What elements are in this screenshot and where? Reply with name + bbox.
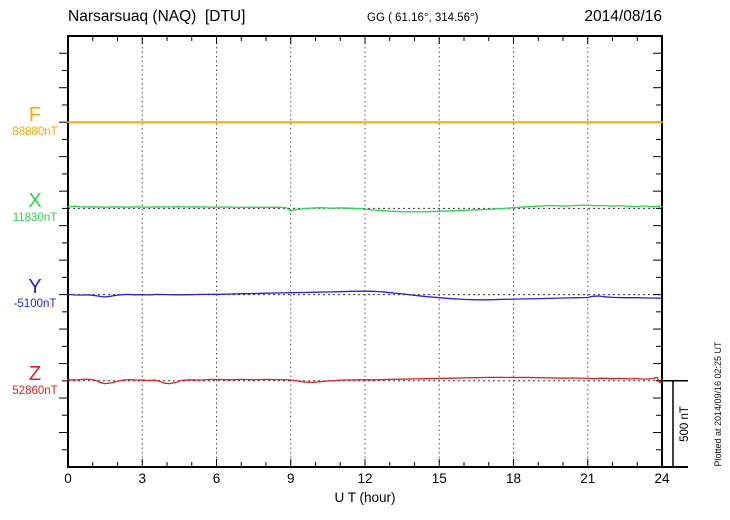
trace-label-Y: Y -5100nT — [4, 276, 66, 310]
plot-frame — [67, 35, 663, 468]
x-tick-label: 0 — [64, 471, 72, 486]
trace-baseline-value-Z: 52860nT — [12, 385, 58, 397]
trace-Z — [67, 376, 663, 385]
x-tick-label: 9 — [286, 471, 295, 486]
x-tick-label: 3 — [138, 471, 146, 486]
trace-baseline-value-F: 88880nT — [12, 126, 58, 138]
trace-letter-Z: Z — [28, 363, 42, 385]
x-tick-label: 21 — [580, 471, 596, 486]
trace-letter-F: F — [28, 104, 42, 126]
trace-letter-X: X — [28, 190, 42, 212]
trace-label-Z: Z 52860nT — [4, 363, 66, 397]
x-tick-label: 24 — [654, 471, 670, 486]
trace-letter-Y: Y — [28, 276, 42, 298]
plotted-at-note: Plotted at 2014/09/16 02:25 UT — [713, 341, 723, 467]
x-tick-label: 18 — [505, 471, 522, 486]
trace-X — [67, 204, 663, 213]
x-tick-label: 6 — [212, 471, 221, 486]
trace-label-F: F 88880nT — [4, 104, 66, 138]
trace-baseline-value-X: 11830nT — [12, 212, 58, 224]
x-tick-label: 12 — [357, 471, 373, 486]
trace-label-X: X 11830nT — [4, 190, 66, 224]
x-tick-label: 15 — [431, 471, 447, 486]
trace-baseline-value-Y: -5100nT — [13, 298, 57, 310]
x-axis-title: U T (hour) — [334, 490, 396, 505]
trace-Y — [67, 290, 663, 301]
plot-date: 2014/08/16 — [584, 8, 662, 25]
scale-bar-label: 500 nT — [679, 406, 691, 442]
station-title: Narsarsuaq (NAQ) [DTU] — [68, 8, 246, 25]
station-coordinates: GG ( 61.16°, 314.56°) — [367, 12, 479, 24]
